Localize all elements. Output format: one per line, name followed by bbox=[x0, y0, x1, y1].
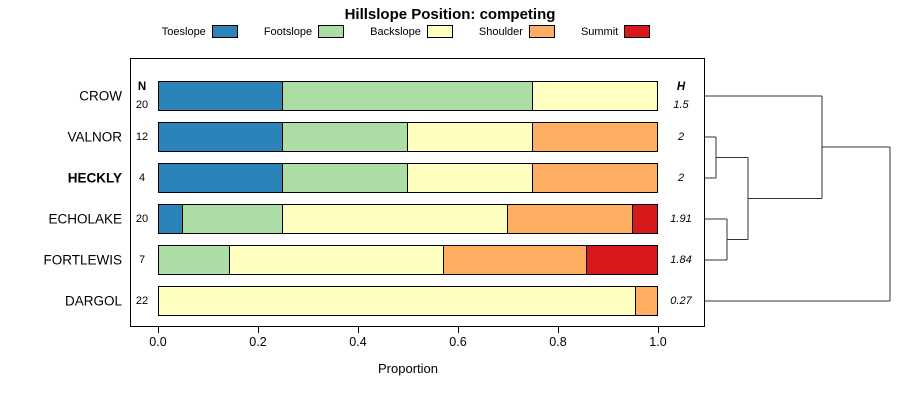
legend-label: Toeslope bbox=[161, 25, 206, 38]
bar-segment bbox=[158, 163, 283, 193]
row-label: VALNOR bbox=[67, 129, 122, 145]
row-label: ECHOLAKE bbox=[48, 211, 122, 227]
h-value: 2 bbox=[677, 131, 685, 143]
row-label: DARGOL bbox=[64, 293, 122, 309]
legend-label: Summit bbox=[580, 25, 619, 38]
legend-item: Shoulder bbox=[479, 25, 555, 38]
n-value: 4 bbox=[138, 172, 146, 184]
legend-item: Backslope bbox=[370, 25, 453, 38]
bar-segment bbox=[158, 122, 283, 152]
n-value: 7 bbox=[138, 254, 146, 266]
legend-item: Footslope bbox=[263, 25, 345, 38]
legend: Toeslope Footslope Backslope Shoulder Summit bbox=[0, 25, 812, 38]
x-tick bbox=[358, 327, 359, 333]
legend-item: Toeslope bbox=[162, 25, 238, 38]
x-tick bbox=[158, 327, 159, 333]
bar-segment bbox=[632, 204, 658, 234]
x-tick bbox=[258, 327, 259, 333]
legend-swatch bbox=[426, 25, 453, 38]
bar-segment bbox=[282, 122, 408, 152]
n-value: 20 bbox=[135, 99, 149, 111]
n-value: 12 bbox=[135, 131, 149, 143]
x-axis-label: Proportion bbox=[378, 361, 438, 376]
x-tick-label: 0.8 bbox=[549, 335, 567, 349]
n-column-header: N bbox=[137, 81, 147, 93]
bar-segment bbox=[158, 245, 230, 275]
legend-swatch bbox=[624, 25, 651, 38]
x-tick bbox=[558, 327, 559, 333]
bar-segment bbox=[158, 81, 283, 111]
bar-segment bbox=[532, 163, 658, 193]
bar-segment bbox=[282, 81, 533, 111]
legend-swatch bbox=[528, 25, 555, 38]
x-tick-label: 0.0 bbox=[149, 335, 167, 349]
bar-segment bbox=[158, 204, 183, 234]
row-label: FORTLEWIS bbox=[43, 252, 122, 268]
legend-label: Footslope bbox=[263, 25, 313, 38]
bar-segment bbox=[282, 163, 408, 193]
h-value: 1.5 bbox=[673, 99, 689, 111]
h-value: 2 bbox=[677, 172, 685, 184]
row-label: HECKLY bbox=[67, 170, 122, 186]
legend-label: Backslope bbox=[370, 25, 421, 38]
legend-item: Summit bbox=[580, 25, 651, 38]
x-tick-label: 0.2 bbox=[249, 335, 267, 349]
n-value: 20 bbox=[135, 213, 149, 225]
legend-swatch bbox=[211, 25, 238, 38]
legend-label: Shoulder bbox=[478, 25, 523, 38]
x-tick bbox=[458, 327, 459, 333]
bar-segment bbox=[585, 245, 658, 275]
n-value: 22 bbox=[135, 295, 149, 307]
bar-segment bbox=[182, 204, 283, 234]
bar-segment bbox=[407, 163, 533, 193]
bar-segment bbox=[158, 286, 636, 316]
x-tick-label: 0.6 bbox=[449, 335, 467, 349]
h-value: 0.27 bbox=[670, 295, 692, 307]
x-tick bbox=[658, 327, 659, 333]
bar-segment bbox=[407, 122, 533, 152]
bar-segment bbox=[507, 204, 633, 234]
bar-segment bbox=[282, 204, 508, 234]
row-label: CROW bbox=[79, 88, 122, 104]
x-tick-label: 0.4 bbox=[349, 335, 367, 349]
h-value: 1.84 bbox=[670, 254, 692, 266]
bar-segment bbox=[532, 122, 658, 152]
x-tick-label: 1.0 bbox=[649, 335, 667, 349]
bar-segment bbox=[532, 81, 658, 111]
bar-segment bbox=[634, 286, 658, 316]
chart-title: Hillslope Position: competing bbox=[344, 6, 556, 23]
bar-segment bbox=[443, 245, 587, 275]
h-column-header: H bbox=[676, 81, 686, 93]
legend-swatch bbox=[318, 25, 345, 38]
h-value: 1.91 bbox=[670, 213, 692, 225]
bar-segment bbox=[228, 245, 444, 275]
